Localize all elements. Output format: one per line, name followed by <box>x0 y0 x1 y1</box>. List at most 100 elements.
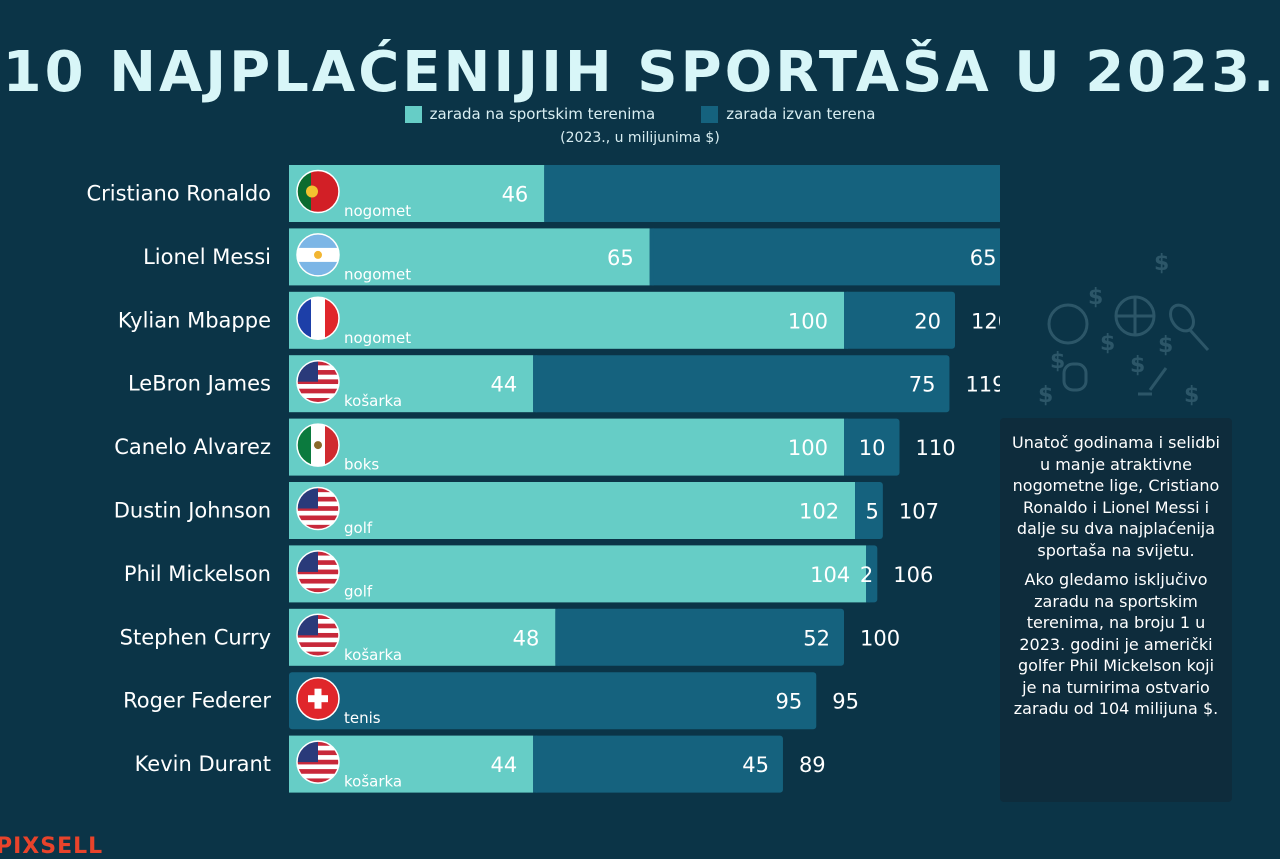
sport-label: nogomet <box>344 202 411 220</box>
usa-flag-icon <box>296 740 340 784</box>
total-label: 89 <box>799 753 826 777</box>
legend-label-off-field: zarada izvan terena <box>726 105 876 123</box>
value-label-on-field: 100 <box>788 436 828 460</box>
svg-text:$: $ <box>1100 331 1115 356</box>
athlete-name: Kevin Durant <box>135 752 271 776</box>
bar-off-field-edge <box>844 291 848 349</box>
bar-off-field <box>533 735 783 793</box>
sport-label: nogomet <box>344 265 411 283</box>
bar-off-field-edge <box>533 735 538 793</box>
value-label-off-field: 52 <box>803 626 830 650</box>
value-label-on-field: 44 <box>490 753 517 777</box>
bar-off-field-edge <box>855 482 860 539</box>
value-label-off-field: 95 <box>776 690 803 714</box>
info-paragraph-1: Unatoč godinama i selidbi u manje atrakt… <box>1012 433 1220 560</box>
bar-on-field <box>289 291 844 349</box>
svg-text:$: $ <box>1158 333 1173 358</box>
bar-off-field-edge <box>533 355 538 413</box>
bar-on-field <box>289 482 856 539</box>
bar-off-field <box>289 672 817 730</box>
sport-label: golf <box>344 519 373 537</box>
bar-off-field <box>844 418 900 476</box>
bar-off-field-edge <box>555 608 560 666</box>
bar-off-field <box>544 165 1000 222</box>
athlete-name: Roger Federer <box>123 689 271 713</box>
svg-text:$: $ <box>1088 285 1103 310</box>
info-box: Unatoč godinama i selidbi u manje atrakt… <box>1000 418 1232 802</box>
total-label: 119 <box>965 373 1000 397</box>
pixsell-logo: PIXSELL <box>0 834 104 859</box>
usa-flag-icon <box>296 613 340 658</box>
bar-off-field-edge <box>866 545 871 603</box>
athlete-name: Kylian Mbappe <box>118 308 271 332</box>
legend-item-on-field: zarada na sportskim terenima <box>404 105 656 123</box>
bar-on-field <box>289 545 867 603</box>
athlete-name: Canelo Alvarez <box>114 435 271 459</box>
legend-item-off-field: zarada izvan terena <box>701 105 875 123</box>
sport-label: košarka <box>344 773 402 791</box>
value-label-off-field: 65 <box>970 246 997 270</box>
legend: zarada na sportskim terenima zarada izva… <box>0 105 1280 123</box>
bar-off-field <box>855 482 883 539</box>
bar-off-field <box>555 608 844 666</box>
bar-off-field <box>649 228 1000 286</box>
athlete-name: Lionel Messi <box>143 245 271 269</box>
legend-label-on-field: zarada na sportskim terenima <box>429 105 656 123</box>
chart-subtitle: (2023., u milijunima $) <box>560 130 720 146</box>
france-flag-icon <box>296 296 340 341</box>
svg-text:$: $ <box>1184 383 1199 408</box>
svg-text:$: $ <box>1130 353 1145 378</box>
svg-text:$: $ <box>1038 383 1053 408</box>
athlete-name: LeBron James <box>128 372 271 396</box>
total-label: 95 <box>832 690 859 714</box>
bar-on-field <box>289 418 844 476</box>
usa-flag-icon <box>296 550 340 594</box>
usa-flag-icon <box>296 486 340 531</box>
value-label-off-field: 10 <box>859 436 886 460</box>
value-label-on-field: 48 <box>513 626 540 650</box>
switzerland-flag-icon <box>296 676 340 721</box>
value-label-off-field: 45 <box>742 753 769 777</box>
sport-label: košarka <box>344 646 402 664</box>
sport-label: nogomet <box>344 329 411 347</box>
value-label-off-field: 20 <box>914 309 941 333</box>
legend-swatch-on-field <box>404 105 422 123</box>
chart-title: 10 NAJPLAĆENIJIH SPORTAŠA U 2023. <box>2 40 1278 105</box>
bar-off-field-edge <box>544 165 549 222</box>
svg-text:$: $ <box>1154 251 1169 276</box>
argentina-flag-icon <box>296 233 340 277</box>
bar-off-field-edge <box>649 228 654 286</box>
sport-label: tenis <box>344 709 381 727</box>
mexico-flag-icon <box>296 423 340 467</box>
bar-off-field <box>844 291 955 349</box>
value-label-on-field: 100 <box>788 309 828 333</box>
legend-swatch-off-field <box>701 105 719 123</box>
athlete-name: Cristiano Ronaldo <box>86 182 271 206</box>
value-label-off-field: 5 <box>865 500 878 524</box>
sports-decoration-icon: $ $ $ $ $ $ $ $ <box>1038 251 1210 408</box>
value-label-on-field: 102 <box>799 500 839 524</box>
bar-off-field-edge <box>844 418 848 476</box>
info-paragraph-2: Ako gledamo isključivo zaradu na sportsk… <box>1013 570 1219 718</box>
total-label: 120 <box>971 309 1000 333</box>
bar-chart: Cristiano Ronaldonogomet4690136Lionel Me… <box>86 165 1000 793</box>
bar-on-field <box>289 228 650 286</box>
athlete-name: Stephen Curry <box>120 625 271 649</box>
bar-off-field <box>533 355 950 413</box>
svg-text:$: $ <box>1050 349 1065 374</box>
total-label: 107 <box>899 500 939 524</box>
portugal-flag-icon <box>296 169 340 214</box>
sport-label: golf <box>344 582 373 600</box>
usa-flag-icon <box>296 359 340 404</box>
total-label: 106 <box>893 563 933 587</box>
total-label: 110 <box>916 436 956 460</box>
total-label: 100 <box>860 626 900 650</box>
value-label-on-field: 65 <box>607 246 634 270</box>
athlete-name: Dustin Johnson <box>114 499 271 523</box>
value-label-on-field: 44 <box>490 373 517 397</box>
value-label-on-field: 104 <box>810 563 850 587</box>
athlete-name: Phil Mickelson <box>124 562 271 586</box>
value-label-on-field: 46 <box>502 183 529 207</box>
sport-label: košarka <box>344 392 402 410</box>
value-label-off-field: 75 <box>909 373 936 397</box>
